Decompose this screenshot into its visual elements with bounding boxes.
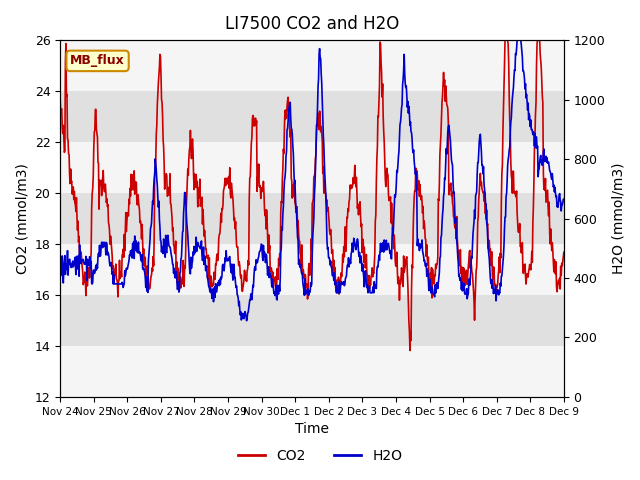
Y-axis label: H2O (mmol/m3): H2O (mmol/m3): [611, 163, 625, 274]
Bar: [60, 142, 564, 193]
Bar: [60, 244, 564, 295]
Legend: CO2, H2O: CO2, H2O: [232, 443, 408, 468]
Bar: [60, 346, 564, 397]
Text: MB_flux: MB_flux: [70, 54, 125, 67]
Bar: [60, 91, 564, 142]
X-axis label: Time: Time: [295, 422, 329, 436]
Bar: [60, 40, 564, 91]
Bar: [60, 295, 564, 346]
Title: LI7500 CO2 and H2O: LI7500 CO2 and H2O: [225, 15, 399, 33]
Y-axis label: CO2 (mmol/m3): CO2 (mmol/m3): [15, 163, 29, 274]
Bar: [60, 193, 564, 244]
